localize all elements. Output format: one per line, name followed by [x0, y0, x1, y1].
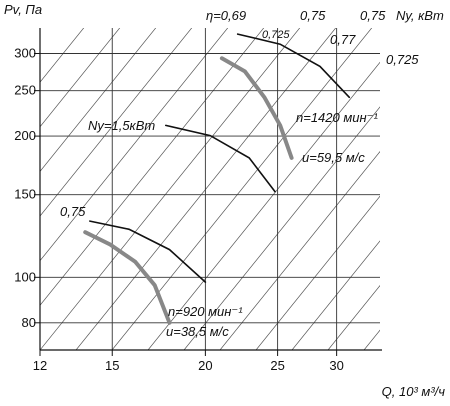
system-line	[40, 28, 193, 217]
annotation: η=0,69	[206, 8, 246, 23]
annotation: Ny, кВт	[396, 8, 444, 23]
annotation: u=59,5 м/с	[302, 150, 365, 165]
x-tick-label: 25	[270, 358, 284, 373]
system-line	[219, 151, 380, 350]
y-tick-label: 300	[14, 46, 36, 61]
system-line	[40, 28, 301, 350]
x-tick-label: 12	[33, 358, 47, 373]
system-line	[147, 61, 380, 350]
system-line	[291, 240, 380, 350]
x-tick-label: 30	[329, 358, 343, 373]
system-line	[183, 106, 380, 350]
system-line	[255, 195, 380, 350]
annotation: u=38,5 м/с	[166, 324, 229, 339]
annotation: 0,75	[360, 8, 386, 23]
system-line	[40, 28, 157, 172]
system-line	[40, 28, 265, 306]
curve	[236, 33, 351, 99]
annotation: n=920 мин⁻¹	[168, 304, 243, 319]
system-line	[111, 28, 373, 350]
y-tick-label: 200	[14, 128, 36, 143]
system-line	[40, 28, 229, 262]
annotation: n=1420 мин⁻¹	[296, 110, 379, 125]
y-axis-label: Pv, Па	[4, 2, 42, 17]
curve	[165, 124, 276, 193]
curve	[83, 230, 172, 325]
annotation: 0,75	[300, 8, 326, 23]
curves	[83, 33, 351, 325]
system-line	[75, 28, 337, 350]
x-tick-label: 20	[198, 358, 212, 373]
annotation: 0,725	[262, 29, 290, 41]
grid: 12 15 20 25 30 80 100 150 200 250 300	[14, 28, 380, 373]
y-tick-label: 250	[14, 83, 36, 98]
y-tick-label: 100	[14, 269, 36, 284]
y-tick-label: 150	[14, 187, 36, 202]
curve	[219, 56, 294, 160]
system-lines	[40, 0, 450, 350]
x-axis-label: Q, 10³ м³/ч	[382, 384, 446, 399]
curve	[89, 220, 207, 283]
system-line	[436, 0, 450, 350]
x-tick-label: 15	[105, 358, 119, 373]
annotation: 0,77	[330, 32, 356, 47]
annotation: Ny=1,5кВт	[88, 118, 155, 133]
y-tick-label: 80	[22, 315, 36, 330]
annotation: 0,75	[60, 204, 86, 219]
annotation: 0,725	[386, 52, 419, 67]
